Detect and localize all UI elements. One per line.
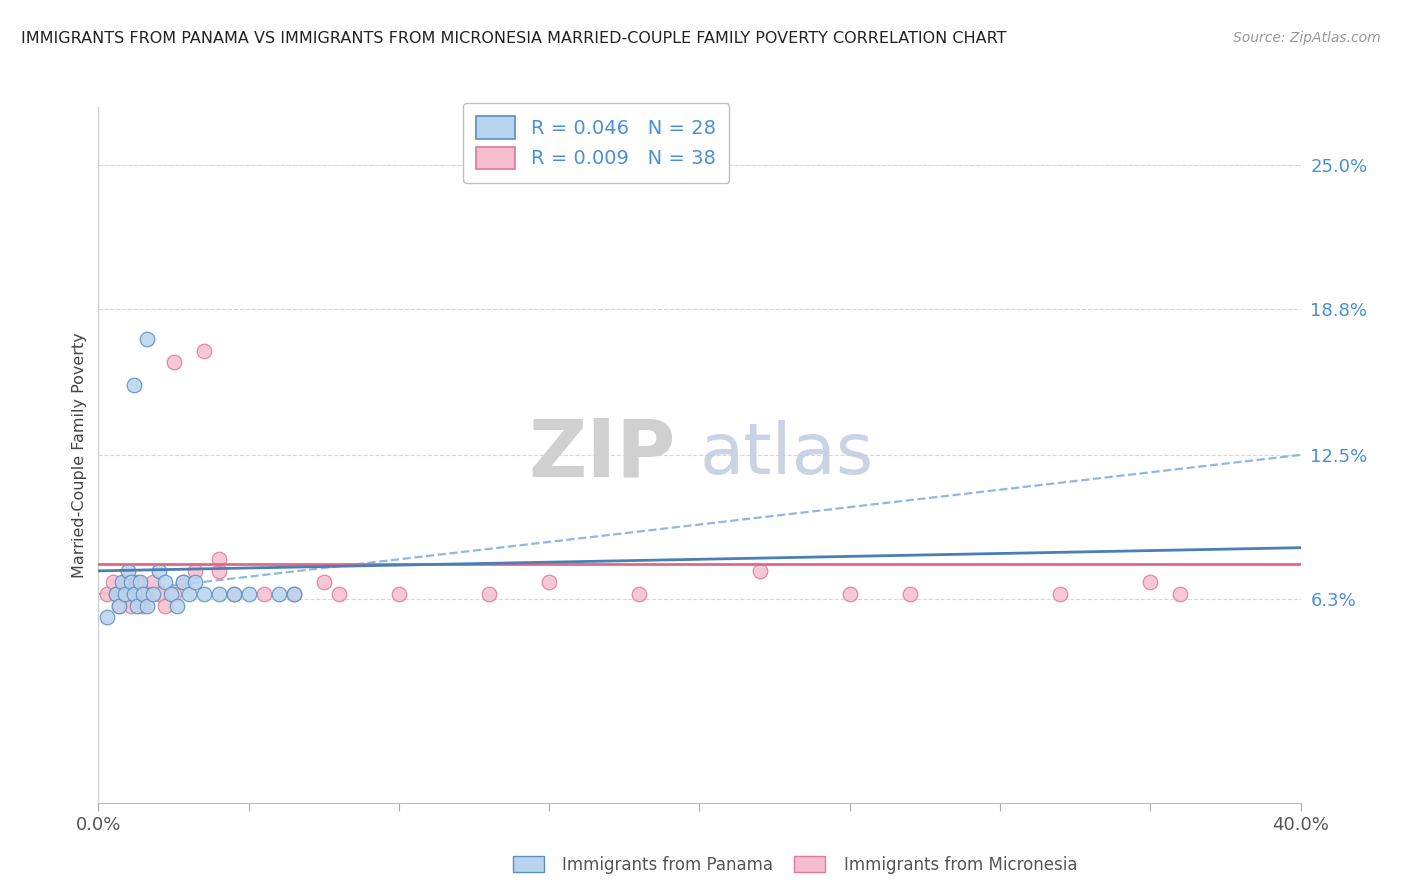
Point	[132, 599, 155, 613]
Point	[96, 610, 118, 624]
Point	[124, 587, 146, 601]
Point	[132, 587, 155, 601]
Y-axis label: Married-Couple Family Poverty: Married-Couple Family Poverty	[72, 332, 87, 578]
Point	[105, 587, 128, 601]
Text: atlas: atlas	[700, 420, 875, 490]
Text: Immigrants from Micronesia: Immigrants from Micronesia	[844, 856, 1077, 874]
Point	[748, 564, 770, 578]
Text: Immigrants from Panama: Immigrants from Panama	[562, 856, 773, 874]
Point	[193, 343, 215, 358]
Point	[222, 587, 245, 601]
Point	[172, 575, 194, 590]
Point	[253, 587, 276, 601]
Point	[538, 575, 561, 590]
FancyBboxPatch shape	[794, 856, 825, 872]
Point	[1170, 587, 1192, 601]
Point	[117, 564, 139, 578]
Point	[183, 564, 205, 578]
Point	[96, 587, 118, 601]
Point	[208, 564, 231, 578]
Point	[159, 587, 181, 601]
Point	[153, 575, 176, 590]
Point	[135, 599, 157, 613]
Point	[127, 599, 149, 613]
Point	[129, 575, 152, 590]
Point	[135, 332, 157, 346]
Point	[177, 587, 200, 601]
Point	[208, 552, 231, 566]
Point	[124, 378, 146, 392]
Point	[108, 599, 131, 613]
Point	[114, 587, 136, 601]
Point	[162, 587, 184, 601]
Point	[238, 587, 260, 601]
Legend: R = 0.046   N = 28, R = 0.009   N = 38: R = 0.046 N = 28, R = 0.009 N = 38	[463, 103, 730, 183]
Point	[148, 564, 170, 578]
Point	[121, 575, 143, 590]
Point	[312, 575, 335, 590]
Point	[135, 587, 157, 601]
Point	[127, 575, 149, 590]
Point	[141, 575, 163, 590]
Point	[141, 587, 163, 601]
Point	[267, 587, 290, 601]
Point	[162, 355, 184, 369]
Point	[183, 575, 205, 590]
Point	[838, 587, 860, 601]
Point	[1139, 575, 1161, 590]
Point	[166, 599, 188, 613]
Point	[193, 587, 215, 601]
Point	[117, 587, 139, 601]
Text: IMMIGRANTS FROM PANAMA VS IMMIGRANTS FROM MICRONESIA MARRIED-COUPLE FAMILY POVER: IMMIGRANTS FROM PANAMA VS IMMIGRANTS FRO…	[21, 31, 1007, 46]
Point	[108, 599, 131, 613]
Text: Source: ZipAtlas.com: Source: ZipAtlas.com	[1233, 31, 1381, 45]
Point	[328, 587, 350, 601]
Point	[283, 587, 305, 601]
Point	[283, 587, 305, 601]
Point	[124, 587, 146, 601]
Point	[222, 587, 245, 601]
Point	[153, 599, 176, 613]
Point	[105, 587, 128, 601]
Point	[114, 575, 136, 590]
FancyBboxPatch shape	[513, 856, 544, 872]
Point	[1049, 587, 1071, 601]
Point	[129, 587, 152, 601]
Point	[111, 587, 134, 601]
Point	[478, 587, 501, 601]
Point	[388, 587, 411, 601]
Text: ZIP: ZIP	[529, 416, 675, 494]
Point	[628, 587, 651, 601]
Point	[111, 575, 134, 590]
Point	[898, 587, 921, 601]
Point	[103, 575, 125, 590]
Point	[148, 587, 170, 601]
Point	[121, 599, 143, 613]
Point	[208, 587, 231, 601]
Point	[172, 575, 194, 590]
